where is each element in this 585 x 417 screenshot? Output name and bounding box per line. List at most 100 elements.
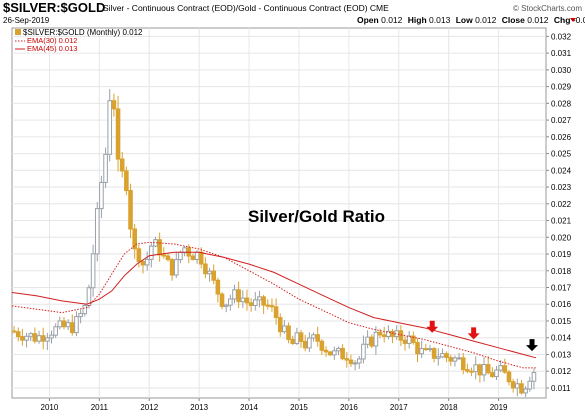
candle-body xyxy=(40,335,46,342)
x-tick-label: 2017 xyxy=(390,403,408,412)
candle-body xyxy=(74,316,79,334)
candle-body xyxy=(49,334,54,339)
candle-body xyxy=(386,330,391,337)
red-down-arrow-icon xyxy=(467,327,480,340)
candle-body xyxy=(94,208,100,255)
candle-body xyxy=(415,341,420,355)
y-tick-label: 0.031 xyxy=(551,49,572,58)
y-tick-label: 0.012 xyxy=(551,367,572,376)
candle-body xyxy=(82,305,88,315)
change-down-icon xyxy=(570,18,576,22)
candle-body xyxy=(452,357,458,362)
candle-body xyxy=(515,383,520,389)
legend: $SILVER:$GOLD (Monthly) 0.012 EMA(30) 0.… xyxy=(15,28,143,53)
x-tick-label: 2011 xyxy=(91,403,109,412)
y-tick-label: 0.023 xyxy=(551,183,572,192)
candle-body xyxy=(423,348,429,351)
candle-body xyxy=(132,228,137,250)
candle-body xyxy=(307,337,312,349)
candle-body xyxy=(157,239,162,256)
candle-body xyxy=(531,372,537,382)
candle-body xyxy=(327,351,333,356)
candle-body xyxy=(411,335,416,343)
x-tick-label: 2019 xyxy=(490,403,508,412)
candle-body xyxy=(144,258,150,266)
y-tick-label: 0.018 xyxy=(551,267,572,276)
y-tick-label: 0.016 xyxy=(551,300,572,309)
candle-body xyxy=(20,336,25,341)
candle-body xyxy=(361,343,366,360)
y-tick-label: 0.032 xyxy=(551,32,572,41)
y-tick-label: 0.024 xyxy=(551,166,572,175)
x-tick-label: 2010 xyxy=(41,403,59,412)
symbol-title: $SILVER:$GOLD xyxy=(3,0,105,15)
candle-body xyxy=(344,358,350,361)
candle-body xyxy=(510,381,516,389)
candle-body xyxy=(119,158,125,172)
legend-ema30: EMA(30) 0.012 xyxy=(27,36,77,45)
y-tick-label: 0.022 xyxy=(551,200,572,209)
candle-body xyxy=(161,254,167,257)
candle-body xyxy=(99,181,104,210)
candle-body xyxy=(286,325,291,340)
candle-body xyxy=(319,340,325,351)
candle-body xyxy=(431,348,437,359)
y-tick-label: 0.030 xyxy=(551,66,572,75)
candle-body xyxy=(32,333,38,342)
candle-body xyxy=(78,313,83,318)
candle-body xyxy=(128,190,133,230)
candle-body xyxy=(311,334,316,339)
x-tick-label: 2014 xyxy=(240,403,258,412)
candle-body xyxy=(182,247,187,253)
y-tick-label: 0.020 xyxy=(551,233,572,242)
candle-body xyxy=(469,370,474,373)
y-axis: 0.011 0.012 0.013 0.014 0.015 0.016 0.017 0.018… xyxy=(546,32,572,393)
candle-body xyxy=(211,270,217,281)
candle-body xyxy=(282,325,287,333)
candle-body xyxy=(115,108,121,160)
x-tick-label: 2013 xyxy=(190,403,208,412)
candle-body xyxy=(332,350,337,356)
candle-body xyxy=(398,330,404,341)
candle-body xyxy=(352,362,358,365)
y-tick-label: 0.029 xyxy=(551,83,572,92)
candle-body xyxy=(178,251,183,261)
y-tick-label: 0.014 xyxy=(551,334,572,343)
candle-body xyxy=(477,364,483,376)
candle-body xyxy=(498,365,503,371)
y-tick-label: 0.013 xyxy=(551,350,572,359)
candle-body xyxy=(444,353,449,359)
candle-body xyxy=(103,153,108,183)
red-down-arrow-icon xyxy=(426,320,439,333)
candle-body xyxy=(248,302,254,307)
candle-body xyxy=(419,348,424,355)
candle-body xyxy=(257,296,262,301)
candle-body xyxy=(356,358,362,364)
candle-body xyxy=(203,263,208,275)
candle-body xyxy=(481,364,487,376)
y-tick-label: 0.017 xyxy=(551,284,572,293)
chart-annotation: Silver/Gold Ratio xyxy=(248,207,385,226)
quote-line: Open 0.012 High 0.013 Low 0.012 Close 0.… xyxy=(357,15,585,25)
candle-body xyxy=(323,349,329,353)
x-tick-label: 2018 xyxy=(440,403,458,412)
candle-body xyxy=(406,335,412,344)
candle-body xyxy=(136,248,142,263)
candle-body xyxy=(456,357,462,360)
x-tick-label: 2012 xyxy=(140,403,158,412)
chart-header: $SILVER:$GOLD Silver - Continuous Contra… xyxy=(3,0,585,25)
y-tick-label: 0.025 xyxy=(551,150,572,159)
ema-lines xyxy=(11,241,537,369)
candle-body xyxy=(36,335,42,342)
candle-body xyxy=(269,305,275,308)
legend-main: $SILVER:$GOLD (Monthly) 0.012 xyxy=(23,28,143,37)
candle-body xyxy=(198,251,204,265)
x-axis: 2010 2011 2012 2013 2014 2015 2016 2017 2018 2019 xyxy=(41,398,508,412)
candle-body xyxy=(302,340,308,349)
y-tick-label: 0.015 xyxy=(551,317,572,326)
candle-body xyxy=(365,336,370,345)
candle-body xyxy=(336,347,341,352)
candle-body xyxy=(219,293,225,307)
y-tick-label: 0.011 xyxy=(551,384,571,393)
